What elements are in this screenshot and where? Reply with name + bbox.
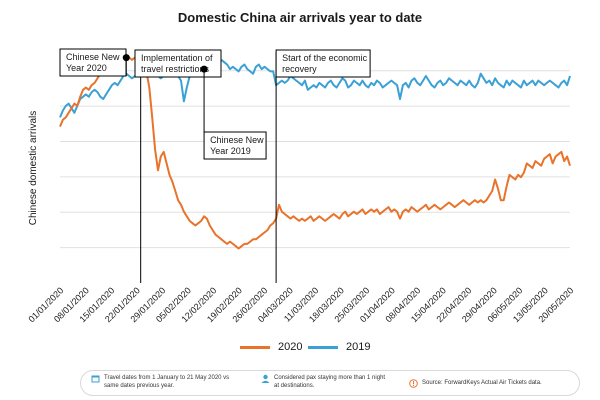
economic-recovery-box xyxy=(275,49,371,78)
travel-restrictions-box xyxy=(134,49,222,78)
legend-label-2020: 2020 xyxy=(278,341,303,353)
footer-note-dates: Travel dates from 1 January to 21 May 20… xyxy=(91,374,231,390)
footer-note-source: Source: ForwardKeys Actual Air Tickets d… xyxy=(409,379,579,388)
legend-item-2019: 2019 xyxy=(308,341,370,353)
calendar-icon xyxy=(91,375,100,383)
footer-note-3: Source: ForwardKeys Actual Air Tickets d… xyxy=(422,380,542,386)
legend-item-2020: 2020 xyxy=(240,341,302,353)
cny-2019-label: Chinese New Year 2019 xyxy=(210,135,264,156)
legend-swatch-2020 xyxy=(240,345,270,349)
footer-notes: Travel dates from 1 January to 21 May 20… xyxy=(80,370,580,396)
cny-2020-label: Chinese New Year 2020 xyxy=(66,52,120,73)
cny-2019-box xyxy=(203,131,267,160)
cny-2020-marker xyxy=(122,54,130,62)
footer-note-1: Travel dates from 1 January to 21 May 20… xyxy=(104,375,230,389)
y-axis-label: Chinese domestic arrivals xyxy=(28,111,39,226)
footer-note-pax: Considered pax staying more than 1 night… xyxy=(261,374,391,390)
economic-recovery-label: Start of the economic recovery xyxy=(282,53,368,74)
chart-title: Domestic China air arrivals year to date xyxy=(177,10,423,25)
cny-2020-box xyxy=(59,48,127,77)
cny-2019-marker xyxy=(200,65,208,73)
info-icon xyxy=(409,379,418,388)
travel-restrictions-label: Implementation of travel restrictions xyxy=(141,53,213,74)
annotations: Chinese New Year 2020 Implementation of tra… xyxy=(59,48,371,283)
gridlines xyxy=(60,70,570,249)
x-axis-ticks: 01/01/202008/01/202015/01/202022/01/2020… xyxy=(26,285,575,324)
user-icon xyxy=(261,374,270,383)
footer-note-2: Considered pax staying more than 1 night… xyxy=(274,375,386,389)
legend-label-2019: 2019 xyxy=(346,341,371,353)
series-group xyxy=(59,56,571,250)
legend-swatch-2019 xyxy=(308,345,338,349)
